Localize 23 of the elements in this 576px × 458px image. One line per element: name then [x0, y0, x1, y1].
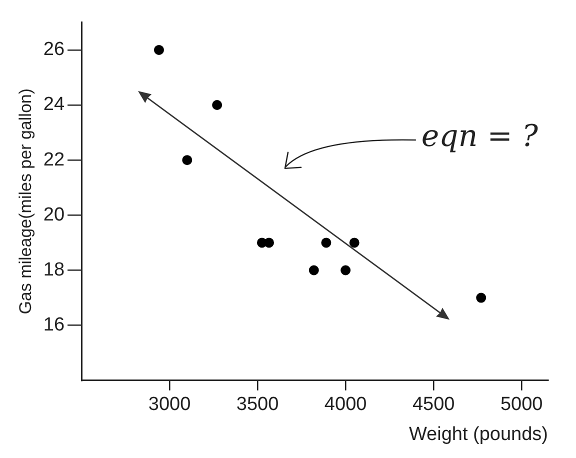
x-tick-label: 5000	[500, 394, 543, 416]
point	[264, 238, 274, 248]
y-tick-label: 26	[43, 39, 65, 60]
x-tick-label: 4000	[324, 394, 367, 416]
point	[321, 238, 332, 248]
y-axis-title: Gas mileage(miles per gallon)	[16, 88, 35, 314]
point	[308, 265, 319, 276]
y-tick-label: 16	[43, 314, 65, 336]
x-axis-title: Weight (pounds)	[408, 424, 548, 445]
x-tick-label: 3500	[236, 394, 279, 416]
annotation: eqn = ?	[421, 118, 539, 154]
point	[349, 238, 360, 248]
y-tick-label: 24	[43, 94, 65, 116]
y-tick-label: 20	[43, 204, 65, 226]
x-tick-label: 4500	[412, 394, 455, 416]
point	[476, 292, 486, 303]
point	[182, 155, 192, 166]
y-tick-label: 18	[43, 259, 65, 280]
point	[340, 265, 351, 276]
x-tick-label: 3000	[148, 394, 191, 416]
point	[212, 100, 222, 110]
point	[154, 44, 164, 55]
y-tick-label: 22	[43, 149, 65, 170]
